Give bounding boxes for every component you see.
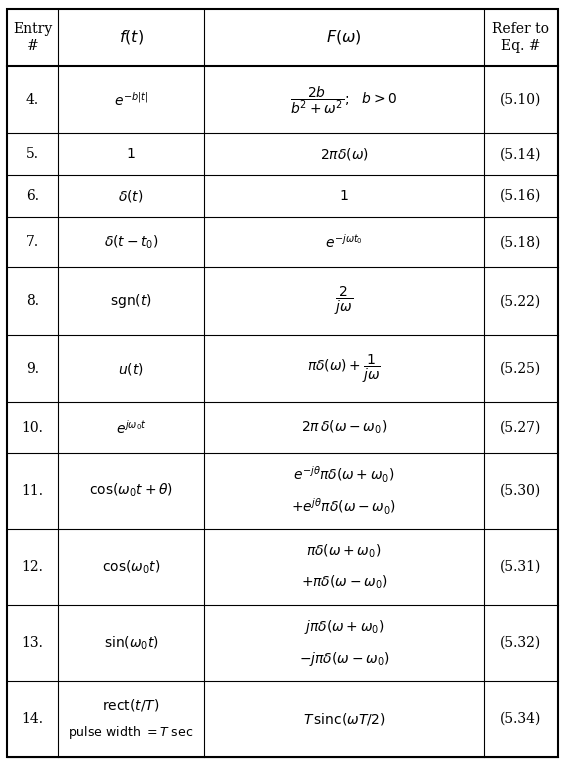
Text: $\sin(\omega_0 t)$: $\sin(\omega_0 t)$ (103, 634, 159, 652)
Text: $1$: $1$ (339, 189, 349, 203)
Text: (5.25): (5.25) (501, 362, 542, 375)
Text: $+\pi\delta(\omega - \omega_0)$: $+\pi\delta(\omega - \omega_0)$ (301, 574, 388, 591)
Text: $1$: $1$ (127, 147, 136, 161)
Text: $\mathrm{rect}(t/T)$: $\mathrm{rect}(t/T)$ (102, 697, 160, 713)
Text: (5.18): (5.18) (501, 235, 542, 249)
Text: $e^{-j\theta}\pi\delta(\omega + \omega_0)$: $e^{-j\theta}\pi\delta(\omega + \omega_0… (293, 465, 395, 485)
Text: 7.: 7. (26, 235, 39, 249)
Text: $\delta(t)$: $\delta(t)$ (118, 188, 144, 204)
Text: 8.: 8. (26, 294, 39, 308)
Text: $u(t)$: $u(t)$ (118, 361, 144, 377)
Text: $f(t)$: $f(t)$ (119, 28, 144, 47)
Text: $\pi\delta(\omega + \omega_0)$: $\pi\delta(\omega + \omega_0)$ (306, 542, 381, 559)
Text: (5.22): (5.22) (501, 294, 542, 308)
Text: $e^{j\omega_0 t}$: $e^{j\omega_0 t}$ (116, 419, 146, 437)
Text: (5.10): (5.10) (501, 93, 542, 106)
Text: $j\pi\delta(\omega + \omega_0)$: $j\pi\delta(\omega + \omega_0)$ (303, 618, 384, 636)
Text: $e^{-j\omega t_0}$: $e^{-j\omega t_0}$ (325, 234, 363, 251)
Text: $2\pi\,\delta(\omega - \omega_0)$: $2\pi\,\delta(\omega - \omega_0)$ (301, 419, 387, 437)
Text: 14.: 14. (21, 712, 44, 726)
Text: (5.30): (5.30) (501, 484, 542, 498)
Text: $\dfrac{2b}{b^2 + \omega^2}$;   $b > 0$: $\dfrac{2b}{b^2 + \omega^2}$; $b > 0$ (290, 83, 398, 116)
Text: (5.16): (5.16) (501, 189, 542, 203)
Text: 5.: 5. (26, 147, 39, 161)
Text: 6.: 6. (26, 189, 39, 203)
Text: (5.32): (5.32) (501, 636, 542, 650)
Text: $F(\omega)$: $F(\omega)$ (326, 28, 362, 47)
Text: (5.31): (5.31) (501, 560, 542, 574)
Text: Refer to
Eq. #: Refer to Eq. # (493, 22, 550, 53)
Text: pulse width $= T$ sec: pulse width $= T$ sec (68, 724, 194, 741)
Text: 4.: 4. (26, 93, 39, 106)
Text: $T\,\mathrm{sinc}(\omega T/2)$: $T\,\mathrm{sinc}(\omega T/2)$ (302, 711, 385, 727)
Text: $2\pi\delta(\omega)$: $2\pi\delta(\omega)$ (320, 146, 368, 162)
Text: $\delta(t - t_0)$: $\delta(t - t_0)$ (104, 234, 158, 251)
Text: $-j\pi\delta(\omega - \omega_0)$: $-j\pi\delta(\omega - \omega_0)$ (298, 650, 389, 668)
Text: $\cos(\omega_0 t)$: $\cos(\omega_0 t)$ (102, 558, 160, 575)
Text: (5.34): (5.34) (501, 712, 542, 726)
Text: $\pi\delta(\omega) + \dfrac{1}{j\omega}$: $\pi\delta(\omega) + \dfrac{1}{j\omega}$ (307, 352, 381, 385)
Text: $+e^{j\theta}\pi\delta(\omega - \omega_0)$: $+e^{j\theta}\pi\delta(\omega - \omega_0… (292, 496, 397, 517)
Text: 13.: 13. (21, 636, 44, 650)
Text: (5.27): (5.27) (501, 421, 542, 434)
Text: 12.: 12. (21, 560, 44, 574)
Text: $e^{-b|t|}$: $e^{-b|t|}$ (114, 90, 149, 109)
Text: $\cos(\omega_0 t + \theta)$: $\cos(\omega_0 t + \theta)$ (89, 482, 173, 499)
Text: 10.: 10. (21, 421, 44, 434)
Text: $\dfrac{2}{j\omega}$: $\dfrac{2}{j\omega}$ (334, 285, 354, 317)
Text: $\mathrm{sgn}(t)$: $\mathrm{sgn}(t)$ (110, 292, 152, 310)
Text: (5.14): (5.14) (500, 147, 542, 161)
Text: 9.: 9. (26, 362, 39, 375)
Text: 11.: 11. (21, 484, 44, 498)
Text: Entry
#: Entry # (13, 22, 52, 53)
